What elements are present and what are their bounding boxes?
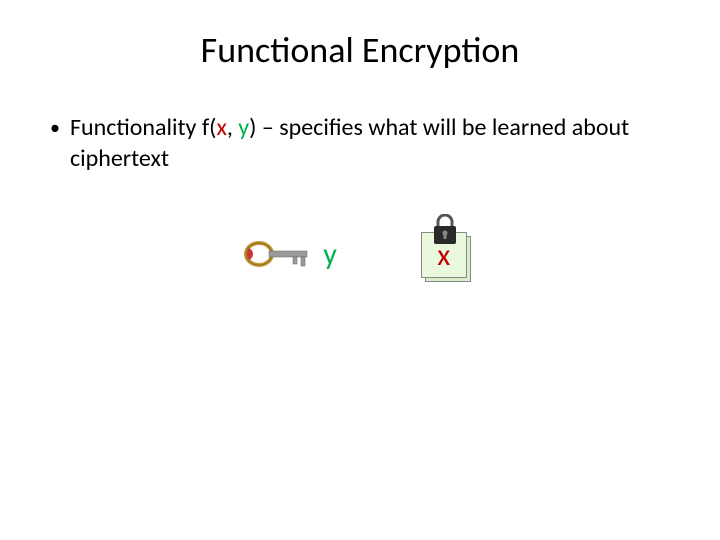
key-group: y [243, 234, 337, 274]
bullet-text: Functionality f(x, y) – specifies what w… [70, 112, 670, 174]
bullet-y: y [238, 113, 249, 142]
slide-title: Functional Encryption [50, 28, 670, 72]
lock-group: x [417, 224, 477, 284]
bullet-prefix: Functionality f( [70, 113, 216, 142]
bullet-item: • Functionality f(x, y) – specifies what… [50, 112, 670, 174]
slide: Functional Encryption • Functionality f(… [0, 0, 720, 540]
bullet-marker: • [50, 112, 60, 144]
key-icon [243, 234, 313, 274]
bullet-comma: , [227, 113, 238, 142]
bullet-x: x [216, 113, 226, 142]
padlock-icon [431, 214, 459, 246]
lock-icon: x [417, 224, 477, 284]
key-label: y [323, 236, 337, 273]
icons-row: y x [50, 224, 670, 284]
